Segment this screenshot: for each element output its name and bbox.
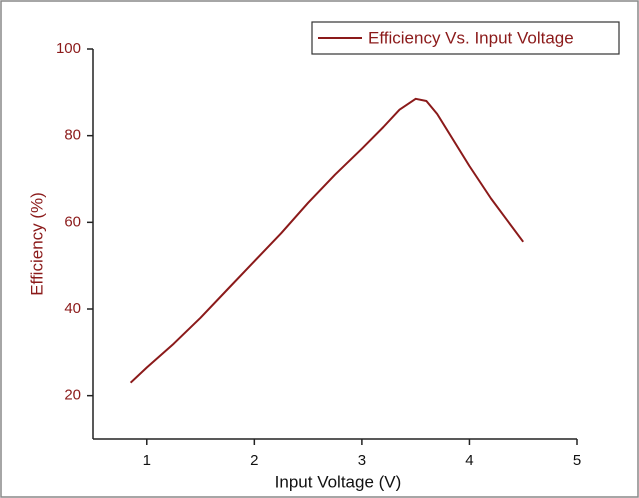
x-tick-label: 4 [465, 452, 473, 469]
legend: Efficiency Vs. Input Voltage [311, 21, 620, 55]
y-tick-label: 60 [64, 213, 81, 230]
y-tick-label: 100 [56, 40, 81, 57]
data-line [129, 97, 525, 384]
x-axis-label: Input Voltage (V) [275, 472, 402, 491]
y-axis-label: Efficiency (%) [27, 192, 46, 296]
y-tick-label: 80 [64, 127, 81, 144]
y-tick-label: 20 [64, 387, 81, 404]
x-tick-label: 2 [250, 452, 258, 469]
legend-label: Efficiency Vs. Input Voltage [368, 28, 574, 47]
legend-box [311, 21, 620, 55]
x-tick-label: 5 [573, 452, 581, 469]
x-tick-label: 1 [143, 452, 151, 469]
y-tick-label: 40 [64, 300, 81, 317]
x-tick-label: 3 [358, 452, 366, 469]
